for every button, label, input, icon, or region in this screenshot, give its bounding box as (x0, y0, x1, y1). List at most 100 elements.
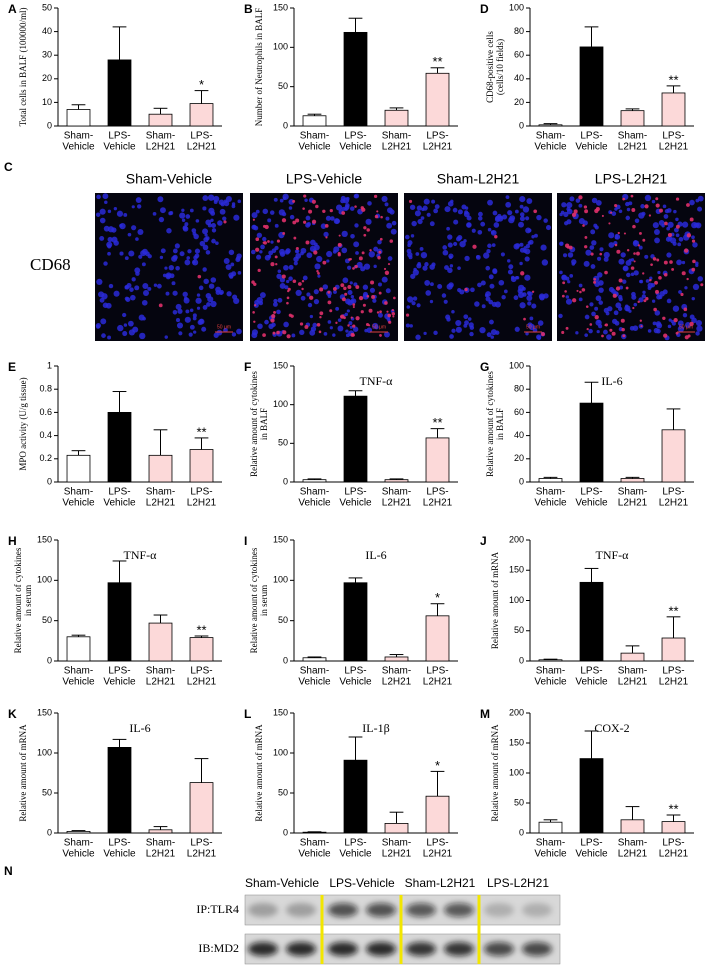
nucleus (412, 269, 419, 276)
nucleus (256, 254, 262, 260)
y-tick-label: 50 (278, 787, 288, 797)
cd68-signal (386, 310, 389, 313)
nucleus (497, 213, 502, 219)
nucleus (99, 235, 105, 241)
nucleus (213, 195, 220, 202)
nucleus (384, 202, 389, 207)
nucleus (300, 251, 304, 256)
cd68-signal (586, 328, 589, 331)
y-tick-label: 50 (42, 615, 52, 625)
nucleus (641, 294, 647, 299)
cd68-signal (295, 246, 299, 251)
nucleus (122, 312, 127, 318)
nucleus (480, 221, 486, 227)
nucleus (189, 208, 194, 213)
nucleus (652, 321, 657, 326)
cd68-signal (343, 286, 347, 291)
nucleus (525, 227, 532, 234)
nucleus (486, 248, 491, 254)
nucleus (194, 248, 201, 254)
bar (620, 819, 645, 834)
cd68-signal (344, 292, 348, 296)
cd68-signal (566, 245, 570, 249)
bar (538, 478, 563, 483)
cd68-signal (655, 197, 659, 201)
nucleus (223, 258, 230, 264)
cd68-signal (366, 294, 370, 298)
nucleus (422, 265, 428, 271)
nucleus (447, 267, 453, 274)
nucleus (341, 247, 348, 254)
cd68-signal (636, 251, 640, 256)
nucleus (323, 231, 329, 238)
cd68-signal (599, 252, 603, 256)
nucleus (207, 296, 214, 303)
nucleus (254, 299, 260, 306)
cd68-signal (352, 303, 356, 306)
nucleus (651, 299, 656, 303)
nucleus (642, 290, 646, 294)
y-tick-label: 100 (273, 42, 288, 52)
y-tick-label: 60 (514, 50, 524, 60)
nucleus (345, 203, 350, 208)
cd68-signal (644, 204, 649, 209)
y-tick-label: 20 (514, 97, 524, 107)
cd68-signal (347, 324, 350, 327)
nucleus (219, 208, 226, 215)
nucleus (101, 293, 108, 300)
cd68-signal (673, 317, 678, 323)
cd68-signal (358, 256, 363, 261)
bar (661, 429, 686, 483)
nucleus (474, 301, 480, 307)
nucleus (350, 206, 355, 211)
nucleus (483, 252, 490, 259)
nucleus (441, 293, 447, 298)
cd68-signal (648, 214, 652, 217)
nucleus (365, 218, 372, 225)
nucleus (381, 195, 388, 202)
y-tick-label: 20 (42, 73, 52, 83)
bar (107, 747, 132, 834)
nucleus (629, 325, 635, 331)
nucleus (267, 254, 272, 259)
nucleus (385, 288, 391, 294)
cd68-signal (387, 313, 392, 318)
y-tick-label: 60 (514, 407, 524, 417)
nucleus (363, 263, 371, 270)
nucleus (215, 241, 219, 246)
lane-divider (399, 895, 403, 964)
x-tick-label: LPS-L2H21 (659, 665, 689, 687)
nucleus (189, 308, 194, 313)
bar (107, 411, 132, 483)
nucleus (131, 205, 135, 209)
nucleus (657, 270, 661, 275)
nucleus (492, 268, 498, 275)
nucleus (697, 206, 703, 212)
nucleus (310, 239, 316, 246)
nucleus (559, 241, 564, 246)
cd68-signal (317, 272, 320, 275)
nucleus (618, 258, 625, 265)
nucleus (468, 322, 474, 328)
bar (538, 821, 563, 834)
nucleus (590, 264, 596, 269)
y-tick-label: 80 (514, 384, 524, 394)
cd68-signal (541, 332, 545, 337)
x-tick-label: Sham-Vehicle (298, 130, 331, 152)
nucleus (571, 262, 576, 266)
x-tick-label: Sham-L2H21 (618, 837, 648, 859)
nucleus (417, 218, 423, 225)
blot-band (366, 903, 396, 917)
bar (579, 758, 604, 834)
nucleus (485, 265, 491, 271)
cd68-signal (374, 214, 379, 219)
cd68-signal (276, 330, 280, 335)
nucleus (420, 216, 425, 220)
cd68-signal (366, 228, 370, 232)
nucleus (526, 291, 532, 296)
cd68-signal (618, 278, 623, 283)
y-tick-label: 100 (509, 2, 524, 12)
nucleus (123, 213, 128, 217)
significance: ** (668, 801, 678, 816)
x-tick-label: Sham-Vehicle (534, 665, 567, 687)
